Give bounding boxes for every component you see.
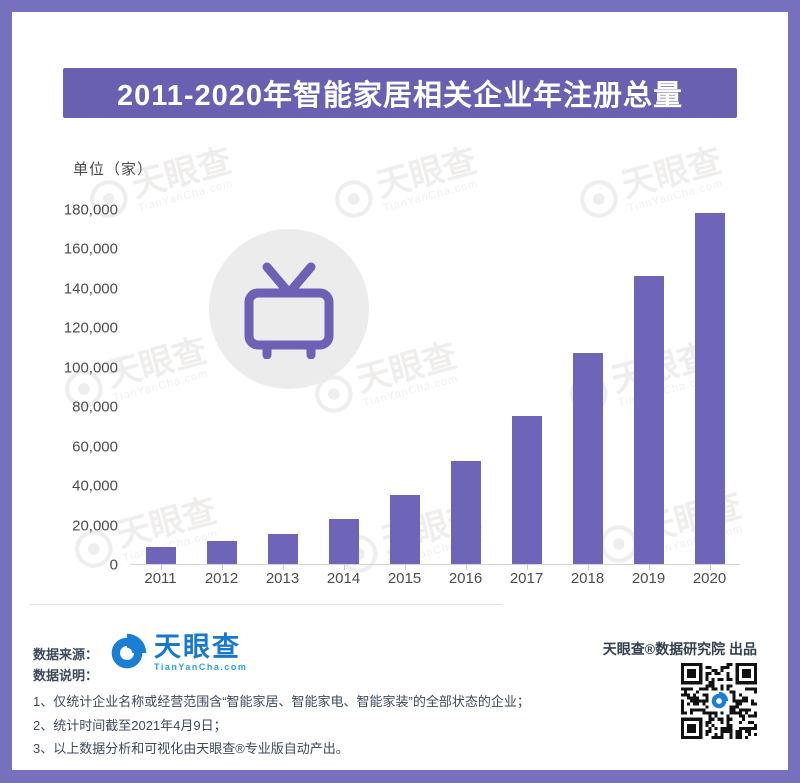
note-line: 2、统计时间截至2021年4月9日； xyxy=(33,717,227,733)
x-axis-tick-mark xyxy=(587,564,589,570)
x-axis-label: 2015 xyxy=(387,570,422,587)
x-axis-label: 2017 xyxy=(509,570,544,587)
bar-2020 xyxy=(694,212,725,564)
qr-code xyxy=(681,663,757,739)
produced-by: 天眼查®数据研究院 出品 xyxy=(602,641,757,657)
tv-icon xyxy=(244,262,334,359)
qr-center-logo xyxy=(709,691,729,711)
bar-2015 xyxy=(389,494,420,564)
note-line: 3、以上数据分析和可视化由天眼查®专业版自动产出。 xyxy=(33,741,349,756)
x-axis-label: 2020 xyxy=(692,570,727,587)
x-axis-label: 2011 xyxy=(144,570,177,587)
y-axis-tick-label: 180,000 xyxy=(63,201,118,219)
footer-divider xyxy=(30,604,502,605)
tianyancha-logo: 天眼查 TianYanCha.com xyxy=(106,632,247,674)
bar-2011 xyxy=(145,547,176,564)
qr-pattern xyxy=(681,663,757,739)
logo-name: 天眼查 xyxy=(154,632,242,662)
x-axis-label: 2014 xyxy=(326,570,361,587)
bar-2019 xyxy=(633,276,664,564)
x-axis-tick-mark xyxy=(282,564,284,570)
y-axis: 0 20,000 40,000 60,000 80,000 100,000 120,000 1… xyxy=(48,202,118,574)
x-axis-label: 2018 xyxy=(570,570,605,587)
plot-area: 2011 2012 2013 2014 2015 2016 2017 2018 2019 2020 xyxy=(130,210,740,587)
y-axis-tick-label: 40,000 xyxy=(72,477,118,495)
data-source-row: 数据来源： 天眼查 TianYanCha.com xyxy=(33,632,247,674)
x-axis-tick-mark xyxy=(709,564,711,570)
content-card: 天眼查 TianYanCha.com 天眼查 TianYanCha.com 天眼查 Tia… xyxy=(12,12,788,770)
y-axis-tick-label: 100,000 xyxy=(63,359,118,377)
x-axis-tick-mark xyxy=(160,564,162,570)
y-axis-tick-label: 120,000 xyxy=(63,319,118,337)
bar-2012 xyxy=(206,541,237,564)
x-axis-tick-mark xyxy=(465,564,467,570)
y-axis-tick-label: 140,000 xyxy=(63,280,118,298)
bar-2014 xyxy=(328,518,359,564)
bar-2017 xyxy=(511,416,542,564)
notes-label: 数据说明： xyxy=(33,668,99,683)
x-axis-label: 2012 xyxy=(204,570,239,587)
y-axis-tick-label: 80,000 xyxy=(72,398,118,416)
x-axis-label: 2019 xyxy=(631,570,666,587)
unit-label: 单位（家） xyxy=(73,161,154,178)
bar-2018 xyxy=(572,352,603,564)
tianyancha-swirl-icon xyxy=(107,633,147,673)
y-axis-tick-label: 20,000 xyxy=(72,517,118,535)
x-axis-tick-mark xyxy=(526,564,528,570)
bar-2013 xyxy=(267,534,298,564)
qr-swirl-icon xyxy=(709,691,729,711)
bar-2016 xyxy=(450,461,481,564)
logo-domain: TianYanCha.com xyxy=(154,662,248,672)
y-axis-tick-label: 60,000 xyxy=(72,438,118,456)
x-axis-label: 2013 xyxy=(265,570,300,587)
note-line: 1、仅统计企业名称或经营范围含“智能家居、智能家电、智能家装”的全部状态的企业； xyxy=(33,694,530,709)
source-label: 数据来源： xyxy=(33,646,99,662)
x-axis-label: 2016 xyxy=(448,570,483,587)
title-banner: 2011-2020年智能家居相关企业年注册总量 xyxy=(63,68,737,118)
page-title: 2011-2020年智能家居相关企业年注册总量 xyxy=(116,80,684,112)
x-axis-tick-mark xyxy=(221,564,223,570)
y-axis-tick-label: 160,000 xyxy=(63,240,118,258)
x-axis-tick-mark xyxy=(404,564,406,570)
tv-bubble xyxy=(209,229,369,389)
x-axis-tick-mark xyxy=(648,564,650,570)
y-axis-tick-label: 0 xyxy=(109,556,118,574)
notes-list: 1、仅统计企业名称或经营范围含“智能家居、智能家电、智能家装”的全部状态的企业；… xyxy=(33,690,530,761)
x-axis-tick-mark xyxy=(343,564,345,570)
